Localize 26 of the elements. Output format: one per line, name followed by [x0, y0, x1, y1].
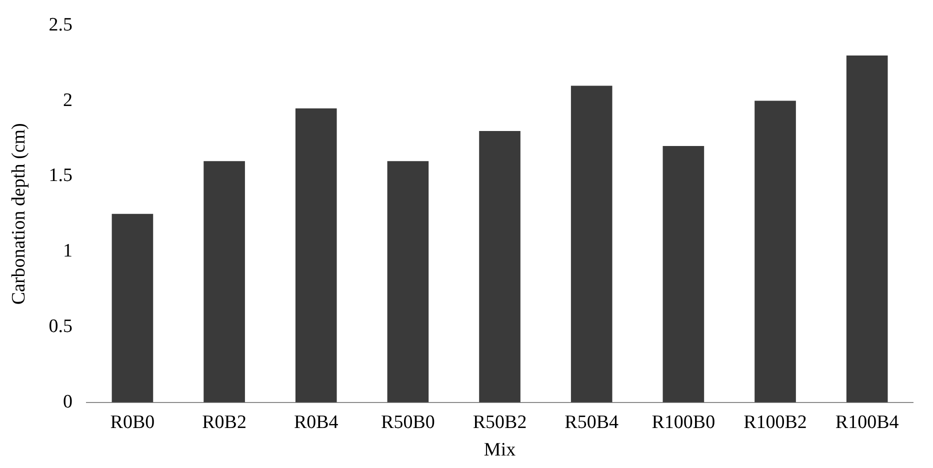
x-tick-label: R100B4 — [835, 412, 900, 433]
x-tick-label: R100B2 — [744, 412, 807, 433]
y-axis-title: Carbonation depth (cm) — [8, 123, 30, 305]
y-tick-label: 2 — [63, 90, 73, 111]
bar — [295, 108, 337, 402]
y-tick-label: 2.5 — [48, 14, 73, 36]
x-tick-label: R50B4 — [564, 412, 620, 433]
bar — [754, 100, 796, 402]
bar — [662, 146, 704, 402]
y-tick-label: 0.5 — [48, 316, 73, 337]
bar — [387, 161, 429, 402]
x-tick-label: R50B2 — [472, 412, 527, 433]
x-tick-label: R100B0 — [652, 412, 716, 433]
x-axis-title: Mix — [484, 440, 516, 461]
bar — [846, 56, 888, 402]
y-tick-label: 0 — [63, 391, 73, 412]
x-tick-label: R0B4 — [294, 412, 339, 433]
bar — [112, 214, 154, 402]
bar — [570, 86, 612, 402]
bar — [479, 130, 520, 402]
bar — [204, 161, 245, 402]
x-tick-label: R0B0 — [110, 412, 155, 433]
y-tick-label: 1 — [63, 240, 73, 262]
y-tick-label: 1.5 — [48, 165, 73, 186]
x-tick-label: R50B0 — [381, 412, 435, 433]
x-tick-label: R0B2 — [202, 412, 246, 433]
